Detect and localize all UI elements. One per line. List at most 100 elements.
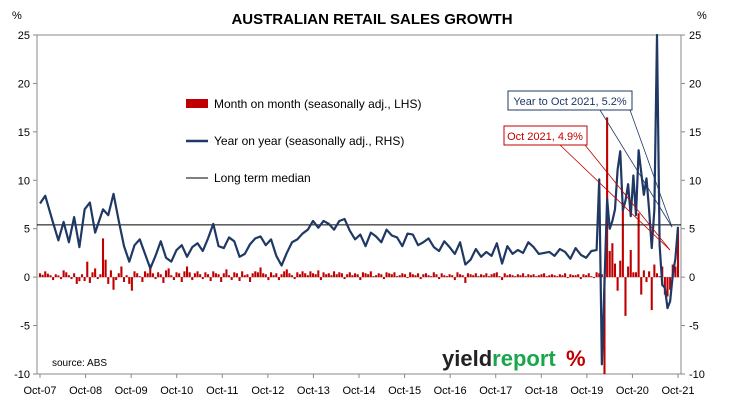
mom-bar: [424, 273, 427, 278]
legend-swatch-mom: [186, 99, 208, 108]
mom-bar: [585, 275, 588, 278]
right-y-tick-label: 0: [689, 272, 695, 284]
annotations: Year to Oct 2021, 5.2% Oct 2021, 4.9%: [503, 90, 673, 251]
mom-bar: [598, 273, 601, 278]
mom-bar: [474, 273, 477, 278]
mom-bar: [277, 277, 280, 281]
mom-bar: [141, 277, 144, 282]
mom-bar: [482, 275, 485, 278]
mom-bar: [501, 277, 504, 281]
mom-bar: [503, 273, 506, 278]
mom-bar: [301, 271, 304, 278]
mom-bar: [535, 276, 538, 278]
mom-bar: [472, 275, 475, 278]
mom-bar: [75, 277, 78, 284]
mom-bar: [606, 117, 609, 278]
mom-bar: [335, 274, 338, 278]
mom-bar: [272, 275, 275, 278]
mom-bar: [640, 277, 643, 295]
mom-bar: [267, 277, 270, 281]
mom-bar: [227, 275, 231, 278]
mom-bar: [170, 275, 173, 278]
mom-bar: [109, 270, 112, 278]
mom-bar: [582, 274, 585, 278]
x-tick-label: Oct-08: [69, 385, 102, 397]
left-y-tick-label: 15: [18, 127, 30, 139]
mom-bar: [136, 273, 139, 278]
mom-bar: [159, 274, 162, 278]
mom-bar: [440, 273, 443, 278]
mom-bar: [498, 276, 501, 278]
mom-bar: [380, 274, 383, 278]
mom-bar: [338, 272, 341, 278]
mom-bar: [508, 274, 512, 278]
mom-bar: [233, 272, 236, 278]
mom-bar: [280, 274, 283, 278]
mom-bar: [461, 275, 464, 278]
mom-bar: [333, 271, 336, 278]
mom-bar: [569, 274, 572, 278]
mom-bar: [430, 276, 433, 278]
mom-bar: [663, 277, 666, 295]
mom-bar: [579, 277, 582, 280]
mom-bar: [592, 277, 596, 279]
mom-bar: [259, 267, 262, 278]
mom-bar: [128, 277, 131, 284]
mom-bar: [67, 275, 70, 278]
yoy-callout-text: Year to Oct 2021, 5.2%: [513, 96, 627, 108]
mom-bar: [511, 275, 514, 278]
mom-bar: [78, 277, 81, 282]
mom-bar: [372, 276, 375, 278]
mom-bar: [343, 277, 346, 280]
left-y-tick-label: 5: [24, 224, 30, 236]
mom-bar: [453, 277, 456, 281]
x-tick-label: Oct-13: [297, 385, 330, 397]
mom-bar: [104, 259, 107, 278]
mom-bar: [495, 272, 498, 278]
mom-bar: [556, 276, 559, 278]
x-tick-label: Oct-17: [479, 385, 512, 397]
mom-bar: [317, 270, 320, 278]
mom-bar: [577, 274, 580, 278]
mom-bar: [180, 277, 183, 282]
mom-bar: [117, 273, 120, 278]
mom-bar: [388, 273, 391, 278]
mom-bar: [487, 276, 491, 278]
mom-bar: [642, 270, 645, 278]
mom-bar: [382, 277, 385, 280]
right-y-tick-label: 5: [689, 224, 695, 236]
x-tick-label: Oct-07: [23, 385, 56, 397]
mom-bar: [270, 272, 273, 278]
mom-bar: [217, 274, 220, 278]
mom-callout-text: Oct 2021, 4.9%: [507, 131, 583, 143]
mom-bar: [477, 276, 480, 278]
mom-bar: [164, 270, 168, 278]
mom-bar: [524, 276, 527, 278]
right-y-tick-label: 10: [689, 175, 701, 187]
mom-bar: [149, 264, 152, 278]
brand-name-a: yield: [442, 346, 492, 371]
brand-logo: yieldreport %: [442, 346, 586, 371]
mom-bar: [96, 277, 99, 280]
mom-bar: [256, 272, 259, 278]
chart-title: AUSTRALIAN RETAIL SALES GROWTH: [231, 11, 512, 28]
mom-bar: [73, 273, 76, 278]
mom-bar: [669, 277, 672, 290]
right-unit-label: %: [697, 10, 707, 22]
mom-bar: [414, 275, 417, 278]
mom-bar: [319, 277, 322, 281]
mom-bar: [417, 273, 420, 278]
mom-bar: [178, 273, 181, 278]
mom-bar: [70, 277, 73, 280]
mom-bar: [235, 273, 238, 278]
mom-bar: [275, 273, 278, 278]
mom-bar: [241, 271, 244, 278]
mom-bar: [632, 272, 635, 278]
mom-bar: [621, 208, 624, 278]
mom-bar: [548, 275, 551, 278]
brand-name-b: report: [492, 346, 556, 371]
mom-bar: [291, 275, 294, 278]
yoy-callout-line-1: [599, 109, 673, 228]
mom-bar: [206, 274, 210, 278]
mom-callout-box: [503, 125, 588, 146]
